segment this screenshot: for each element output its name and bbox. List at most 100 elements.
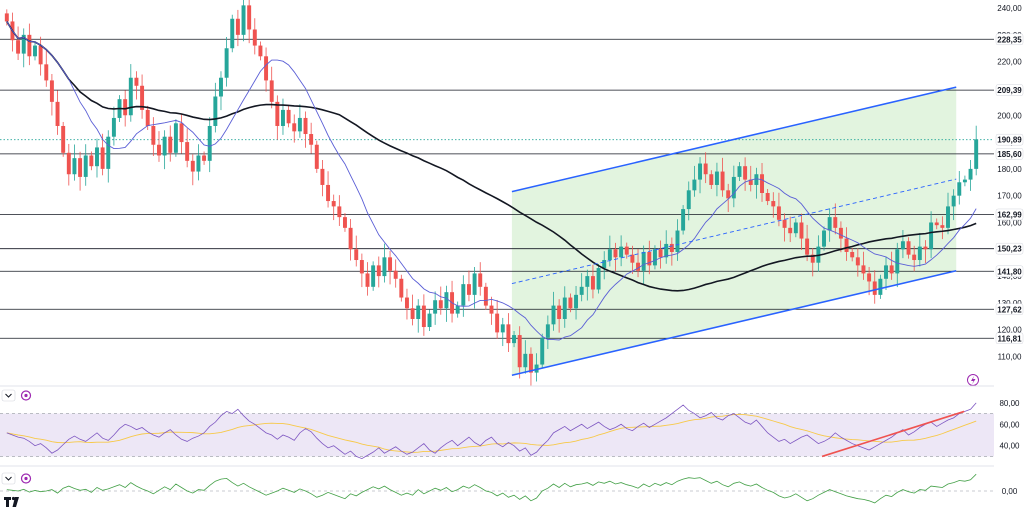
- oscillator-settings-icon[interactable]: [20, 473, 32, 484]
- level-tag: 185,60: [995, 148, 1024, 160]
- candle-body: [590, 276, 595, 290]
- candle-body: [495, 313, 500, 333]
- candle-body: [557, 305, 562, 319]
- candle-body: [404, 297, 409, 309]
- level-tag: 209,39: [995, 84, 1024, 96]
- candle-body: [545, 324, 550, 338]
- candle-body: [957, 182, 962, 196]
- candle-body: [844, 238, 849, 252]
- rsi-collapse-button[interactable]: [1, 389, 16, 402]
- candle-body: [523, 353, 528, 368]
- candle-body: [619, 246, 624, 258]
- candle-body: [44, 64, 49, 81]
- oscillator-collapse-button[interactable]: [1, 472, 16, 485]
- tradingview-logo[interactable]: [4, 496, 19, 507]
- candle-body: [506, 324, 511, 344]
- candle-body: [675, 230, 680, 252]
- candle-body: [100, 147, 105, 169]
- candle-body: [371, 265, 376, 287]
- candle-body: [286, 109, 291, 124]
- candle-body: [641, 251, 646, 271]
- candle-body: [788, 227, 793, 234]
- candle-body: [771, 201, 776, 207]
- candle-body: [359, 260, 364, 274]
- candle-body: [613, 249, 618, 258]
- candle-body: [444, 292, 449, 309]
- candle-body: [669, 243, 674, 252]
- candle-body: [151, 125, 156, 145]
- candle-body: [855, 257, 860, 266]
- candle-body: [743, 166, 748, 180]
- candle-body: [562, 297, 567, 319]
- candle-body: [258, 45, 263, 57]
- price-tick-label: 160,00: [997, 218, 1022, 227]
- candle-body: [320, 168, 325, 185]
- candle-body: [946, 206, 950, 228]
- candle-body: [568, 297, 573, 309]
- candle-body: [478, 273, 483, 287]
- candle-body: [224, 48, 229, 78]
- candle-body: [714, 171, 719, 185]
- chevron-down-icon: [5, 476, 12, 481]
- price-tick-label: 170,00: [997, 192, 1022, 201]
- candle-body: [461, 284, 466, 306]
- candle-body: [540, 337, 545, 365]
- candle-body: [342, 217, 347, 228]
- candle-body: [326, 184, 331, 202]
- candle-body: [652, 249, 657, 266]
- candle-body: [78, 158, 83, 177]
- candle-body: [596, 268, 601, 290]
- level-tag: 150,23: [995, 242, 1024, 255]
- candle-body: [106, 136, 111, 169]
- price-tick-label: 180,00: [997, 165, 1022, 174]
- chevron-down-icon: [5, 393, 12, 398]
- candle-body: [630, 254, 635, 263]
- level-label: 127,62: [997, 305, 1022, 314]
- candle-body: [636, 262, 641, 271]
- candle-body: [895, 249, 900, 274]
- candle-body: [365, 273, 370, 287]
- candle-body: [55, 101, 60, 126]
- candle-body: [579, 286, 584, 295]
- candle-body: [833, 217, 838, 228]
- rsi-trend-line: [821, 410, 965, 458]
- candle-body: [528, 353, 533, 373]
- candle-body: [585, 276, 590, 287]
- current-price-label: 190,89: [997, 136, 1022, 145]
- candle-body: [968, 168, 973, 180]
- candle-body: [692, 179, 697, 191]
- level-tag: 141,80: [995, 265, 1024, 278]
- rsi-settings-icon[interactable]: [20, 390, 32, 401]
- candle-body: [393, 270, 398, 279]
- rsi-tick-label: 40,00: [999, 442, 1020, 451]
- candle-body: [83, 155, 88, 177]
- candle-body: [123, 99, 128, 116]
- candle-body: [72, 158, 77, 175]
- price-tick-label: 240,00: [997, 4, 1022, 13]
- candle-body: [399, 278, 404, 298]
- candle-body: [607, 249, 612, 261]
- candle-body: [872, 281, 877, 295]
- oscillator-pane: 0,00: [0, 473, 1018, 504]
- candle-body: [940, 225, 945, 228]
- candle-body: [416, 305, 421, 319]
- candle-body: [466, 284, 471, 295]
- candle-body: [737, 166, 742, 177]
- candle-body: [235, 18, 240, 35]
- oscillator-tick-label: 0,00: [1002, 487, 1018, 496]
- candle-body: [517, 335, 522, 368]
- candle-body: [185, 142, 190, 161]
- level-label: 185,60: [997, 150, 1022, 159]
- level-tags: 228,35 209,39 185,60 162,99 150,23 141,80 127,…: [995, 33, 1024, 345]
- level-tag: 127,62: [995, 303, 1024, 316]
- candle-body: [427, 313, 432, 328]
- level-label: 116,81: [997, 334, 1022, 343]
- lightning-icon[interactable]: [967, 374, 979, 386]
- candle-body: [314, 144, 319, 169]
- candle-body: [140, 85, 145, 110]
- candle-body: [822, 230, 826, 247]
- candle-body: [889, 265, 894, 274]
- candle-body: [421, 305, 426, 328]
- level-label: 209,39: [997, 86, 1022, 95]
